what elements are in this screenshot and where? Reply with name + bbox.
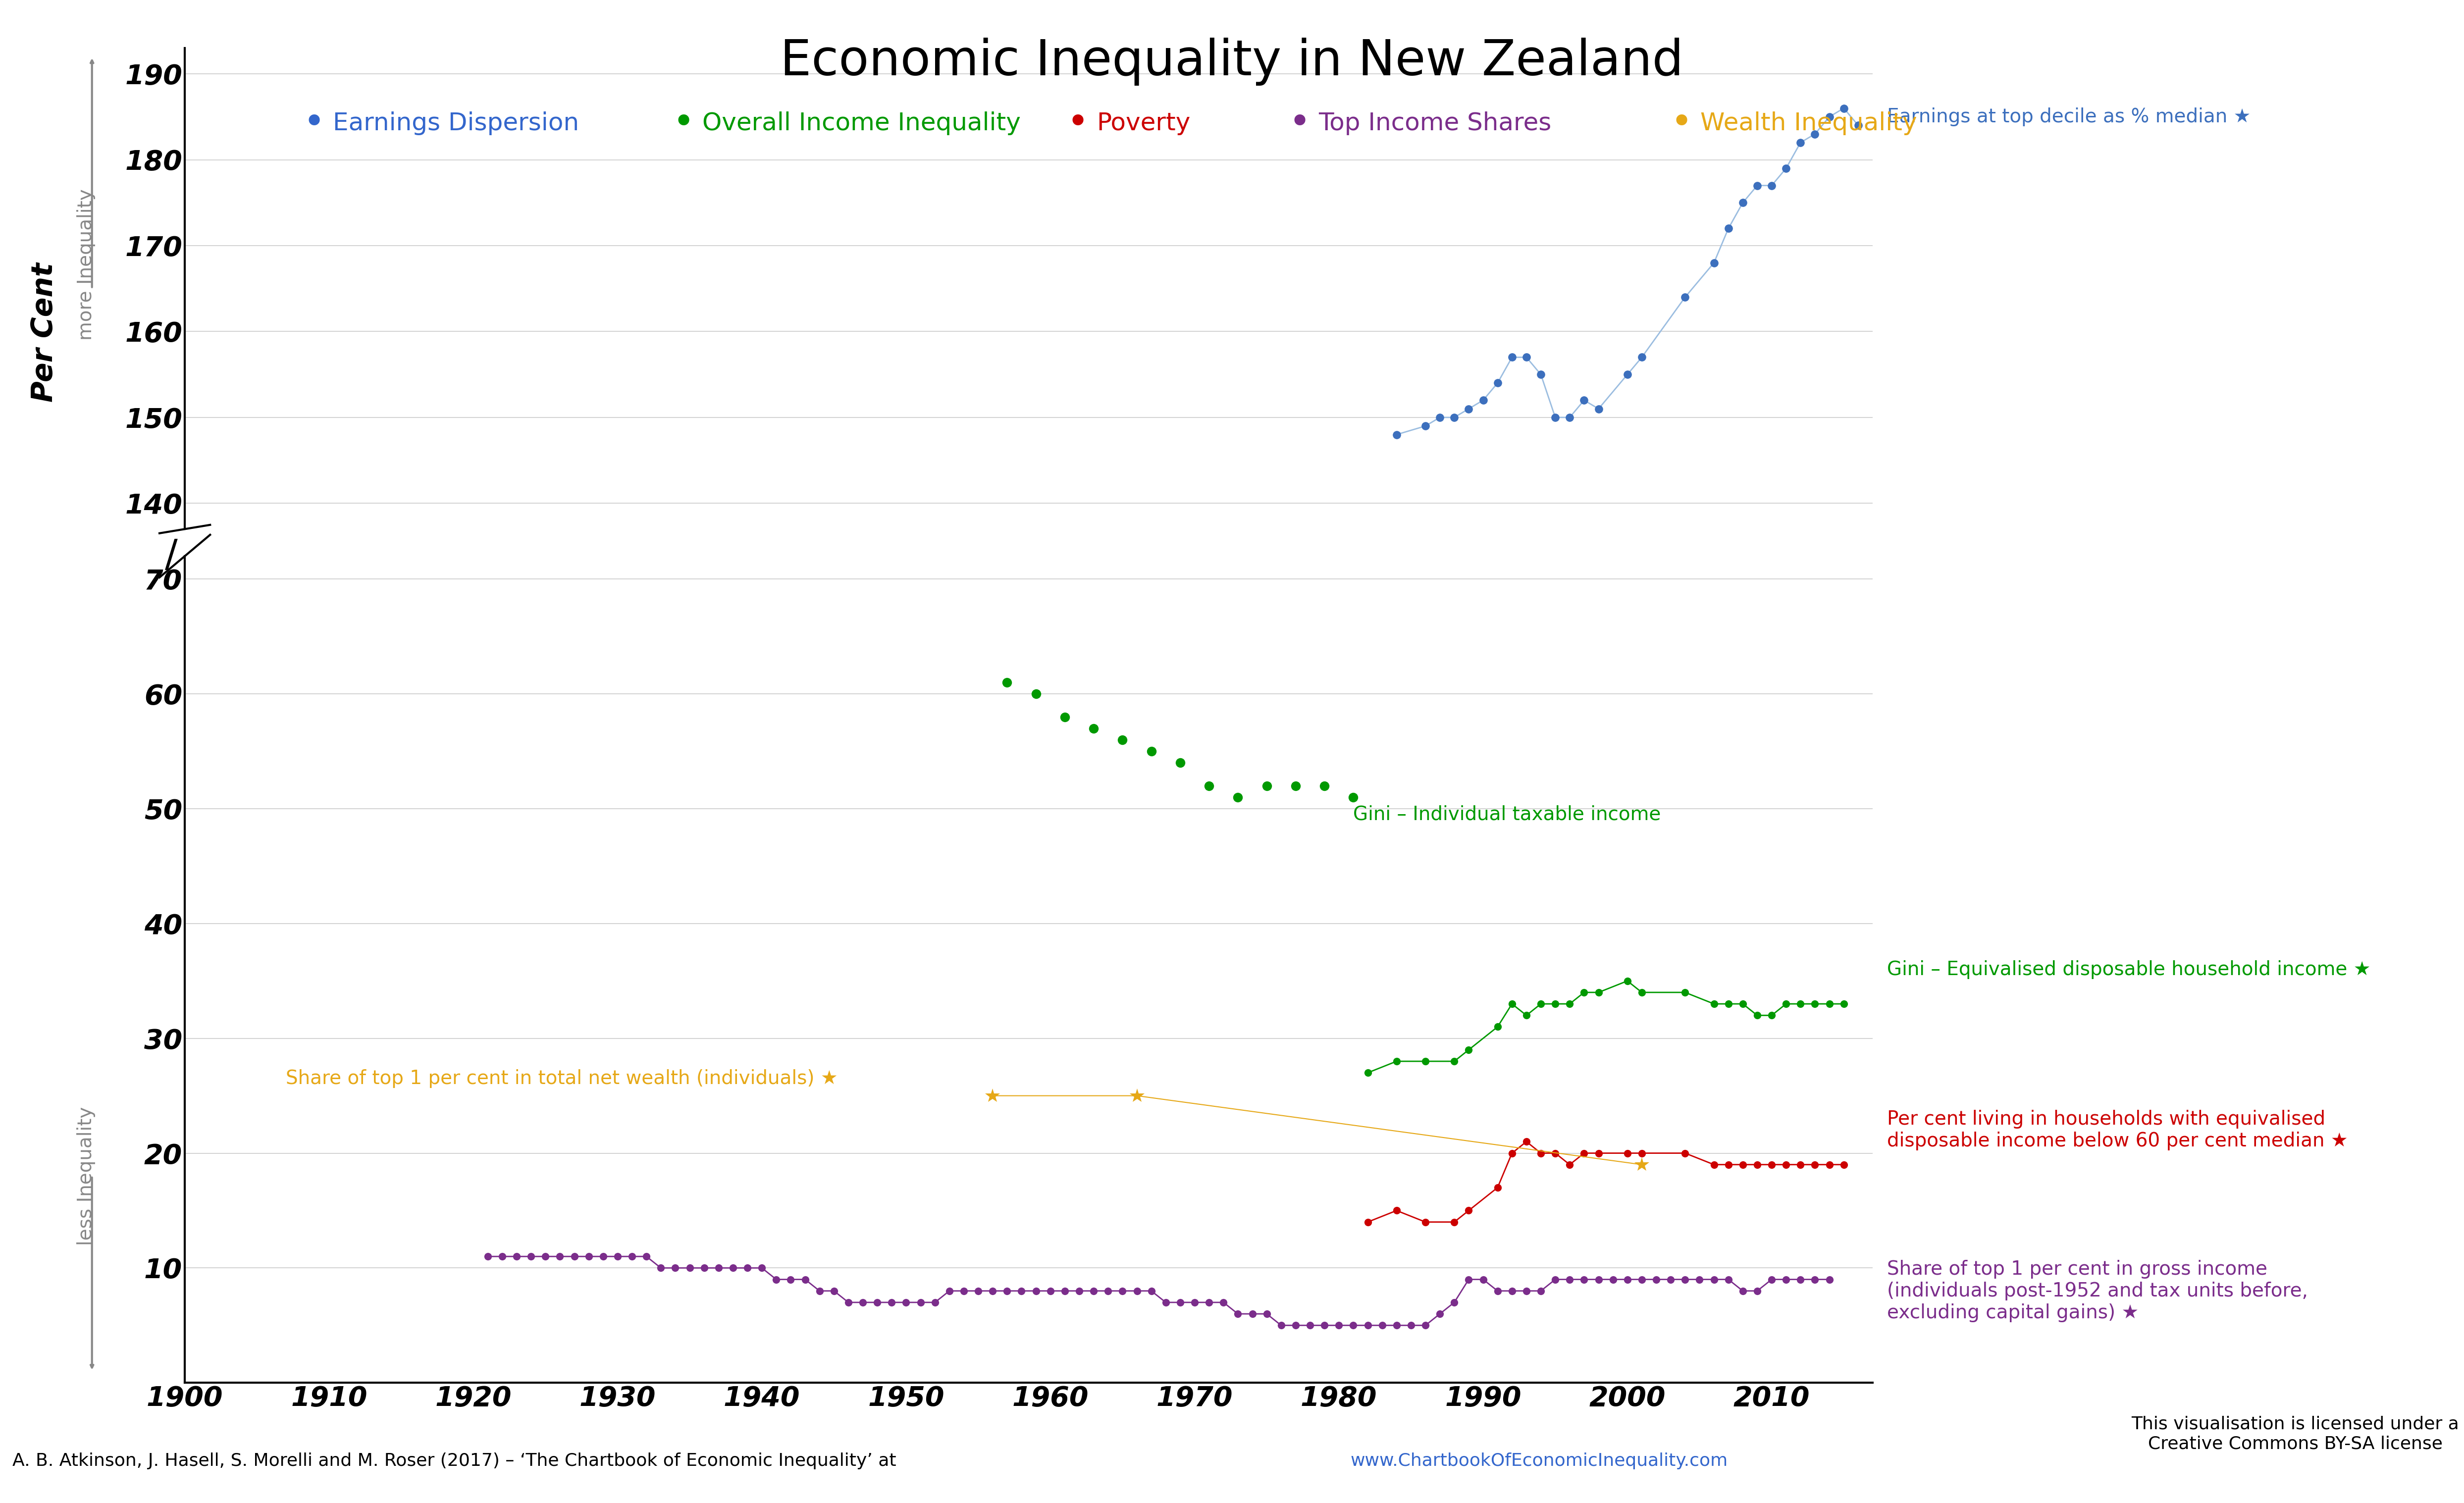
Text: more Inequality: more Inequality xyxy=(76,189,96,340)
Text: Economic Inequality in New Zealand: Economic Inequality in New Zealand xyxy=(781,38,1683,86)
Text: Share of top 1 per cent in total net wealth (individuals) ★: Share of top 1 per cent in total net wea… xyxy=(286,1069,838,1088)
Text: •: • xyxy=(673,105,695,141)
Text: •: • xyxy=(303,105,325,141)
Text: Overall Income Inequality: Overall Income Inequality xyxy=(702,111,1020,135)
Text: less Inequality: less Inequality xyxy=(76,1106,96,1246)
Text: This visualisation is licensed under a
Creative Commons BY-SA license: This visualisation is licensed under a C… xyxy=(2131,1416,2459,1452)
Text: Gini – Individual taxable income: Gini – Individual taxable income xyxy=(1353,806,1661,824)
Text: /: / xyxy=(165,538,177,574)
Text: Per Cent: Per Cent xyxy=(30,263,59,401)
Text: Share of top 1 per cent in gross income
(individuals post-1952 and tax units bef: Share of top 1 per cent in gross income … xyxy=(1887,1260,2309,1323)
Text: •: • xyxy=(1067,105,1089,141)
Text: Per cent living in households with equivalised
disposable income below 60 per ce: Per cent living in households with equiv… xyxy=(1887,1109,2348,1150)
Text: •: • xyxy=(1671,105,1693,141)
Text: Poverty: Poverty xyxy=(1096,111,1190,135)
Text: Top Income Shares: Top Income Shares xyxy=(1318,111,1552,135)
Text: Earnings Dispersion: Earnings Dispersion xyxy=(333,111,579,135)
Text: Earnings at top decile as % median ★: Earnings at top decile as % median ★ xyxy=(1887,107,2250,126)
Text: Gini – Equivalised disposable household income ★: Gini – Equivalised disposable household … xyxy=(1887,960,2370,978)
Text: Wealth Inequality: Wealth Inequality xyxy=(1700,111,1917,135)
Text: www.ChartbookOfEconomicInequality.com: www.ChartbookOfEconomicInequality.com xyxy=(1350,1452,1727,1470)
Text: •: • xyxy=(1289,105,1311,141)
Text: A. B. Atkinson, J. Hasell, S. Morelli and M. Roser (2017) – ‘The Chartbook of Ec: A. B. Atkinson, J. Hasell, S. Morelli an… xyxy=(12,1452,902,1470)
